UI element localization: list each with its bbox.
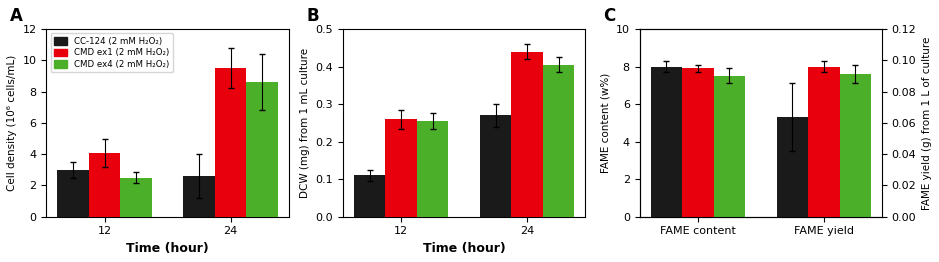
Y-axis label: FAME content (w%): FAME content (w%)	[600, 73, 610, 173]
Bar	[120, 178, 152, 217]
Bar	[839, 74, 871, 217]
Bar	[246, 82, 278, 217]
Y-axis label: DCW (mg) from 1 mL culture: DCW (mg) from 1 mL culture	[300, 48, 310, 198]
Bar	[417, 121, 449, 217]
Bar	[57, 170, 89, 217]
Bar	[386, 119, 417, 217]
Y-axis label: Cell density (10⁶ cells/mL): Cell density (10⁶ cells/mL)	[7, 55, 17, 191]
Bar	[651, 67, 682, 217]
Bar	[714, 76, 745, 217]
Y-axis label: FAME yield (g) from 1 L of culture: FAME yield (g) from 1 L of culture	[922, 36, 932, 210]
Bar	[777, 117, 808, 217]
Bar	[89, 152, 120, 217]
Text: B: B	[307, 7, 319, 25]
Bar	[354, 176, 386, 217]
Bar	[543, 65, 575, 217]
Bar	[183, 176, 215, 217]
Legend: CC-124 (2 mM H₂O₂), CMD ex1 (2 mM H₂O₂), CMD ex4 (2 mM H₂O₂): CC-124 (2 mM H₂O₂), CMD ex1 (2 mM H₂O₂),…	[51, 33, 173, 72]
Bar	[682, 68, 714, 217]
Text: A: A	[10, 7, 23, 25]
X-axis label: Time (hour): Time (hour)	[126, 242, 209, 255]
Bar	[512, 52, 543, 217]
Text: C: C	[603, 7, 615, 25]
Bar	[808, 67, 839, 217]
Bar	[480, 115, 512, 217]
X-axis label: Time (hour): Time (hour)	[423, 242, 505, 255]
Bar	[215, 68, 246, 217]
